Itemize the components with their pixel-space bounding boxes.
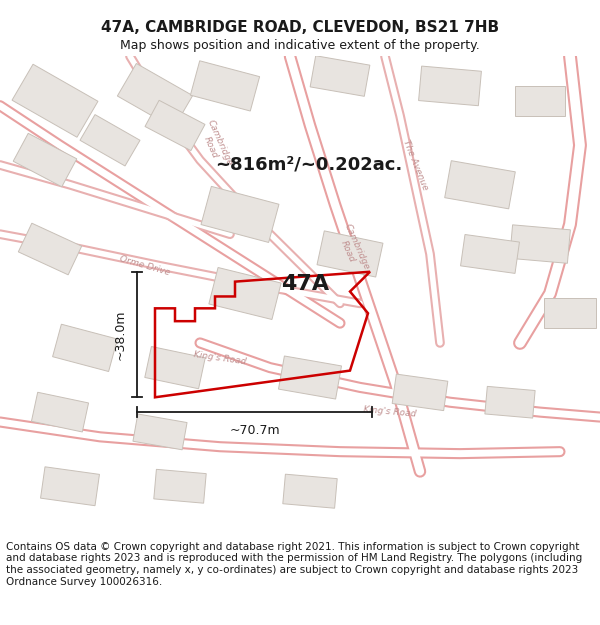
Text: Cambridge
Road: Cambridge Road — [333, 222, 371, 276]
Text: King's Road: King's Road — [363, 406, 417, 419]
Polygon shape — [118, 64, 193, 128]
Polygon shape — [190, 61, 260, 111]
Polygon shape — [419, 66, 481, 106]
Polygon shape — [53, 324, 118, 371]
Polygon shape — [515, 86, 565, 116]
Polygon shape — [278, 356, 341, 399]
Polygon shape — [392, 374, 448, 411]
Text: King's Road: King's Road — [193, 349, 247, 366]
Polygon shape — [154, 469, 206, 503]
Polygon shape — [317, 231, 383, 277]
Text: Contains OS data © Crown copyright and database right 2021. This information is : Contains OS data © Crown copyright and d… — [6, 542, 582, 587]
Polygon shape — [31, 392, 89, 432]
Polygon shape — [80, 114, 140, 166]
Text: The Avenue: The Avenue — [401, 139, 429, 191]
Polygon shape — [133, 414, 187, 450]
Polygon shape — [509, 225, 571, 263]
Text: ~70.7m: ~70.7m — [229, 424, 280, 437]
Text: Cambridge
Road: Cambridge Road — [196, 119, 234, 172]
Polygon shape — [13, 133, 77, 187]
Polygon shape — [544, 298, 596, 328]
Polygon shape — [201, 186, 279, 242]
Text: Map shows position and indicative extent of the property.: Map shows position and indicative extent… — [120, 39, 480, 51]
Polygon shape — [310, 56, 370, 96]
Polygon shape — [283, 474, 337, 508]
Text: 47A, CAMBRIDGE ROAD, CLEVEDON, BS21 7HB: 47A, CAMBRIDGE ROAD, CLEVEDON, BS21 7HB — [101, 20, 499, 35]
Polygon shape — [145, 100, 205, 151]
Text: ~38.0m: ~38.0m — [114, 309, 127, 360]
Text: 47A: 47A — [281, 274, 329, 294]
Polygon shape — [461, 234, 520, 273]
Polygon shape — [209, 268, 281, 319]
Polygon shape — [12, 64, 98, 138]
Text: Orme Drive: Orme Drive — [119, 254, 171, 278]
Polygon shape — [41, 467, 100, 506]
Polygon shape — [145, 346, 205, 389]
Polygon shape — [485, 386, 535, 418]
Text: ~816m²/~0.202ac.: ~816m²/~0.202ac. — [215, 156, 402, 174]
Polygon shape — [19, 223, 82, 275]
Polygon shape — [445, 161, 515, 209]
